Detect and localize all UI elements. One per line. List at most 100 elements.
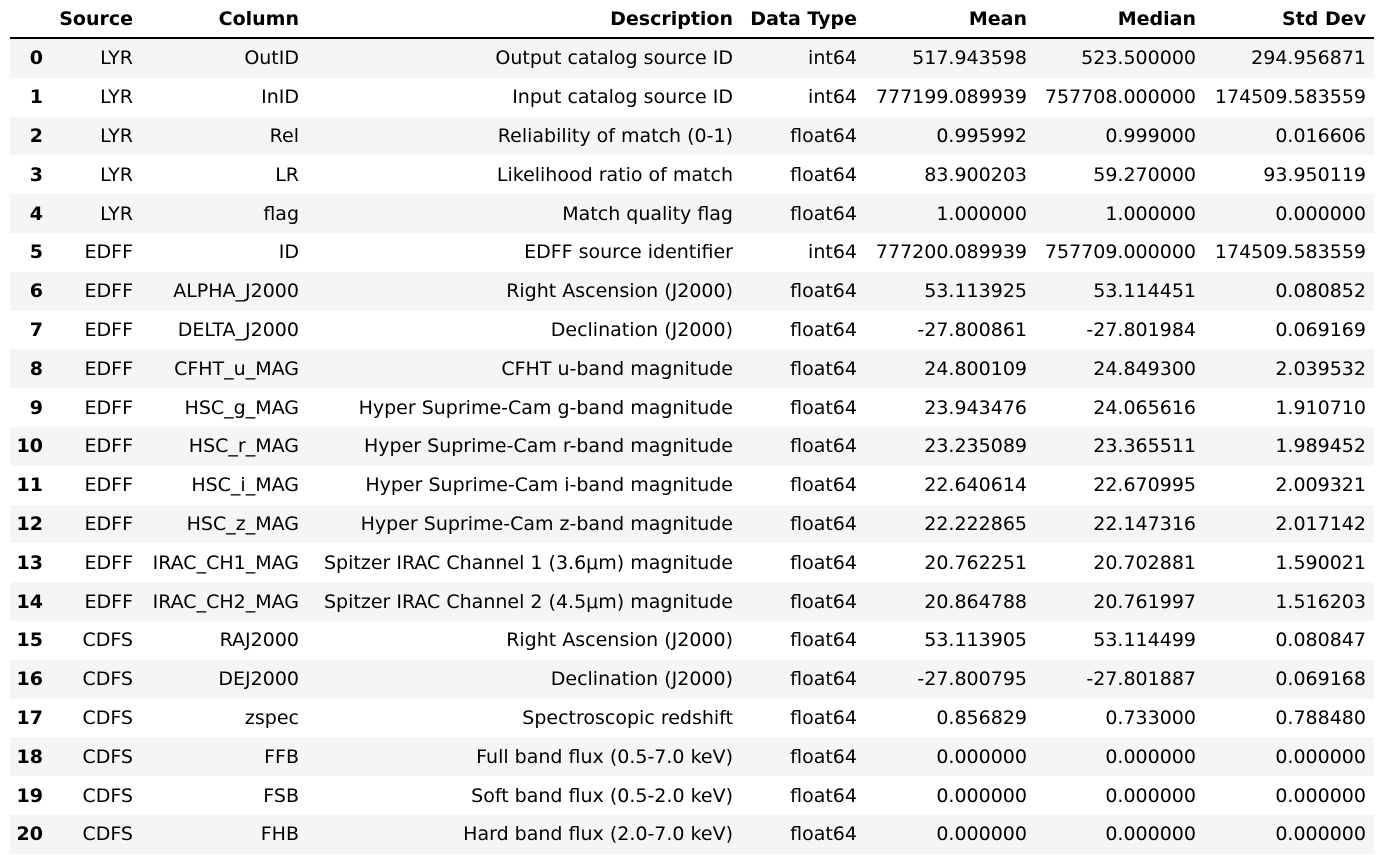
cell-column: FFB — [264, 745, 299, 768]
cell-median: 53.114451 — [1093, 280, 1196, 303]
cell-median: 53.114499 — [1093, 629, 1196, 652]
cell-source: EDFF — [84, 512, 134, 535]
table-row: 19 CDFS FSB Soft band flux (0.5-2.0 keV) flo… — [10, 776, 1374, 815]
cell-source: CDFS — [82, 745, 133, 768]
cell-std-dev: 93.950119 — [1263, 163, 1366, 186]
cell-std-dev: 0.016606 — [1275, 124, 1366, 147]
cell-std-dev: 0.069168 — [1275, 668, 1366, 691]
table-row: 20 CDFS FHB Hard band flux (2.0-7.0 keV) flo… — [10, 814, 1374, 854]
cell-source: EDFF — [84, 280, 134, 303]
cell-std-dev: 0.000000 — [1275, 784, 1366, 807]
row-index: 16 — [16, 668, 43, 691]
cell-data-type: float64 — [790, 823, 857, 846]
cell-description: Likelihood ratio of match — [496, 163, 733, 186]
cell-data-type: float64 — [790, 202, 857, 225]
cell-mean: 23.943476 — [924, 396, 1027, 419]
cell-median: 20.702881 — [1093, 551, 1196, 574]
cell-data-type: float64 — [790, 629, 857, 652]
cell-description: Output catalog source ID — [495, 47, 733, 70]
table-row: 11 EDFF HSC_i_MAG Hyper Suprime-Cam i-band … — [10, 465, 1374, 505]
cell-description: Hyper Suprime-Cam z-band magnitude — [360, 512, 733, 535]
cell-std-dev: 0.000000 — [1275, 745, 1366, 768]
cell-std-dev: 1.989452 — [1275, 435, 1366, 458]
cell-source: EDFF — [84, 241, 134, 264]
cell-source: EDFF — [84, 318, 134, 341]
cell-description: Spectroscopic redshift — [522, 706, 733, 729]
row-index: 11 — [16, 474, 43, 497]
cell-std-dev: 2.017142 — [1275, 512, 1366, 535]
row-index: 18 — [16, 745, 43, 768]
summary-table: Source Column Description Data Type Mean… — [10, 0, 1374, 854]
table-row: 3 LYR LR Likelihood ratio of match float64 83… — [10, 155, 1374, 195]
cell-column: HSC_g_MAG — [184, 396, 299, 419]
cell-data-type: float64 — [790, 435, 857, 458]
cell-source: EDFF — [84, 396, 134, 419]
cell-column: DEJ2000 — [218, 668, 299, 691]
table-row: 1 LYR InID Input catalog source ID int64 7771… — [10, 77, 1374, 117]
cell-description: CFHT u-band magnitude — [501, 357, 733, 380]
table-row: 4 LYR flag Match quality flag float64 1.00000… — [10, 194, 1374, 233]
row-index: 17 — [16, 706, 43, 729]
cell-column: DELTA_J2000 — [177, 318, 299, 341]
cell-median: 523.500000 — [1081, 47, 1196, 70]
table-row: 16 CDFS DEJ2000 Declination (J2000) float64 -… — [10, 659, 1374, 699]
cell-median: 23.365511 — [1093, 435, 1196, 458]
table-row: 6 EDFF ALPHA_J2000 Right Ascension (J2000) f… — [10, 271, 1374, 311]
table-row: 17 CDFS zspec Spectroscopic redshift float64… — [10, 698, 1374, 738]
cell-description: Full band flux (0.5-7.0 keV) — [476, 745, 733, 768]
cell-source: EDFF — [84, 435, 134, 458]
cell-description: Spitzer IRAC Channel 2 (4.5μm) magnitude — [324, 590, 733, 613]
cell-median: 0.000000 — [1105, 823, 1196, 846]
cell-mean: 0.856829 — [936, 706, 1027, 729]
cell-mean: 20.864788 — [924, 590, 1027, 613]
cell-column: IRAC_CH1_MAG — [152, 551, 299, 574]
table-row: 13 EDFF IRAC_CH1_MAG Spitzer IRAC Channel 1… — [10, 543, 1374, 583]
cell-mean: 517.943598 — [912, 47, 1027, 70]
header-column: Column — [141, 0, 307, 39]
table-row: 15 CDFS RAJ2000 Right Ascension (J2000) floa… — [10, 620, 1374, 660]
cell-median: 757708.000000 — [1044, 86, 1196, 109]
cell-median: 24.065616 — [1093, 396, 1196, 419]
row-index: 19 — [16, 784, 43, 807]
row-index: 7 — [29, 318, 43, 341]
cell-data-type: float64 — [790, 474, 857, 497]
cell-column: HSC_z_MAG — [186, 512, 299, 535]
cell-source: CDFS — [82, 629, 133, 652]
cell-source: LYR — [100, 86, 133, 109]
table-row: 2 LYR Rel Reliability of match (0-1) float64… — [10, 116, 1374, 156]
cell-description: Hyper Suprime-Cam i-band magnitude — [365, 474, 733, 497]
row-index: 8 — [29, 357, 43, 380]
cell-column: ID — [278, 241, 299, 264]
cell-mean: 22.222865 — [924, 512, 1027, 535]
cell-data-type: int64 — [808, 47, 857, 70]
cell-source: CDFS — [82, 668, 133, 691]
cell-column: RAJ2000 — [219, 629, 299, 652]
cell-column: IRAC_CH2_MAG — [152, 590, 299, 613]
cell-data-type: float64 — [790, 124, 857, 147]
cell-description: Soft band flux (0.5-2.0 keV) — [471, 784, 733, 807]
cell-column: flag — [263, 202, 299, 225]
cell-median: 22.670995 — [1093, 474, 1196, 497]
table-row: 8 EDFF CFHT_u_MAG CFHT u-band magnitude floa… — [10, 349, 1374, 389]
cell-column: HSC_r_MAG — [188, 435, 299, 458]
cell-mean: 777200.089939 — [875, 241, 1027, 264]
table-row: 5 EDFF ID EDFF source identifier int64 777200… — [10, 232, 1374, 272]
cell-description: Right Ascension (J2000) — [506, 629, 733, 652]
cell-column: Rel — [269, 124, 299, 147]
cell-description: Hard band flux (2.0-7.0 keV) — [463, 823, 733, 846]
cell-data-type: float64 — [790, 357, 857, 380]
cell-description: EDFF source identifier — [524, 241, 733, 264]
cell-description: Declination (J2000) — [550, 668, 733, 691]
header-median: Median — [1035, 0, 1204, 39]
table-body: 0 LYR OutID Output catalog source ID int64 51… — [10, 38, 1374, 854]
cell-mean: 0.000000 — [936, 784, 1027, 807]
row-index: 3 — [29, 163, 43, 186]
cell-median: 0.000000 — [1105, 745, 1196, 768]
row-index: 9 — [29, 396, 43, 419]
cell-source: LYR — [100, 202, 133, 225]
header-mean: Mean — [865, 0, 1035, 39]
cell-column: HSC_i_MAG — [191, 474, 299, 497]
cell-std-dev: 0.788480 — [1275, 706, 1366, 729]
cell-data-type: float64 — [790, 784, 857, 807]
cell-data-type: float64 — [790, 706, 857, 729]
